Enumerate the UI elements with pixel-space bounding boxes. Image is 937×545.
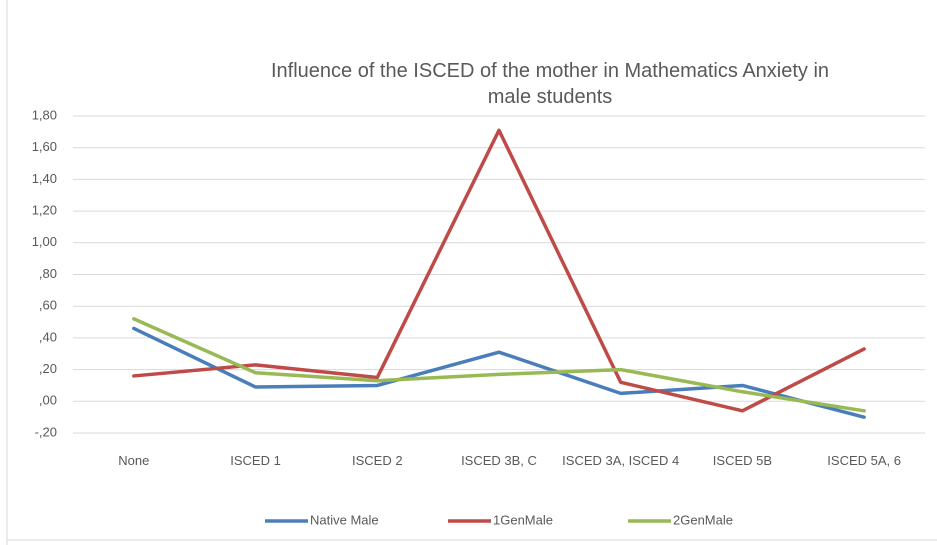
y-tick-label: ,60 [39, 298, 57, 313]
x-tick-label: ISCED 1 [230, 453, 281, 468]
series-line [132, 326, 866, 419]
y-tick-label: 1,00 [32, 234, 57, 249]
y-tick-label: 1,80 [32, 107, 57, 122]
y-tick-label: -,20 [35, 424, 57, 439]
series-line [132, 317, 866, 413]
y-tick-label: 1,60 [32, 139, 57, 154]
y-tick-label: ,40 [39, 329, 57, 344]
x-tick-label: ISCED 3B, C [461, 453, 537, 468]
series-line [132, 128, 866, 413]
x-tick-label: None [118, 453, 150, 468]
y-tick-label: 1,20 [32, 203, 57, 218]
x-tick-label: ISCED 2 [351, 453, 403, 468]
chart-title: Influence of the ISCED of the mother in … [270, 60, 830, 108]
x-tick-label: ISCED 5A, 6 [827, 453, 901, 468]
y-tick-label: ,20 [39, 361, 57, 376]
legend-label: 2GenMale [673, 512, 733, 527]
x-tick-label: ISCED 5B [712, 453, 773, 468]
y-tick-label: ,00 [39, 393, 57, 408]
x-tick-label: ISCED 3A, ISCED 4 [562, 453, 680, 468]
legend-label: 1GenMale [493, 512, 553, 527]
legend-label: Native Male [310, 512, 379, 527]
y-tick-label: ,80 [39, 266, 57, 281]
y-tick-label: 1,40 [32, 171, 57, 186]
